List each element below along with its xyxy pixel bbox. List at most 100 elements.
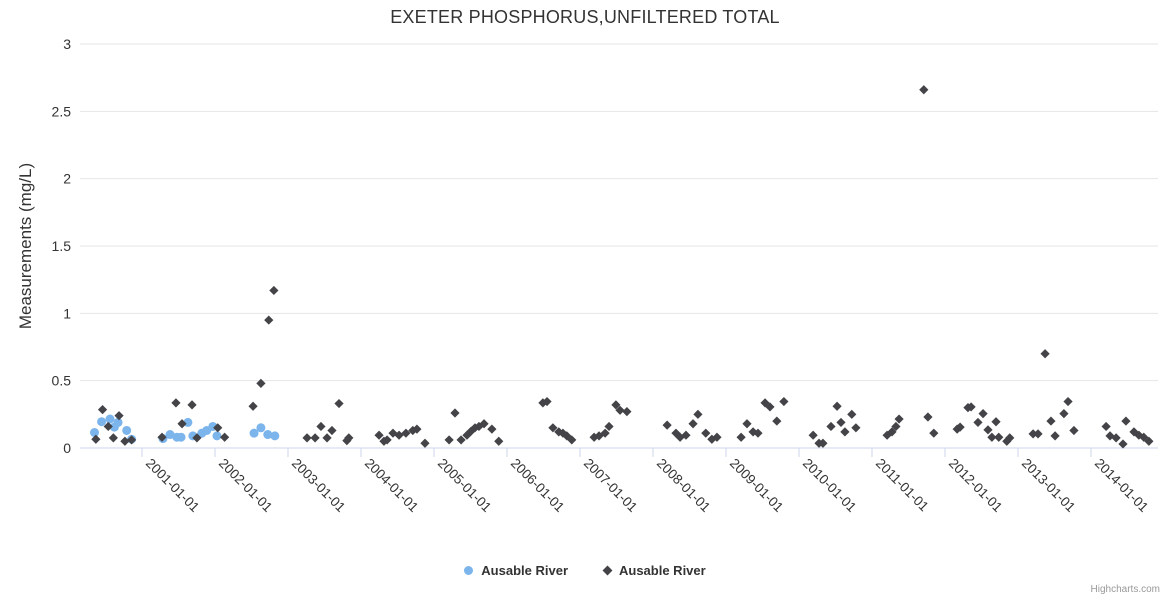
scatter-point-diamond[interactable] — [466, 426, 476, 436]
scatter-point-diamond[interactable] — [1063, 396, 1073, 407]
scatter-point-diamond[interactable] — [611, 400, 621, 410]
legend-item-ausable-river-diamond[interactable]: Ausable River — [602, 563, 706, 578]
scatter-point-diamond[interactable] — [765, 402, 775, 412]
scatter-point-diamond[interactable] — [177, 419, 187, 429]
scatter-point-diamond[interactable] — [187, 400, 197, 410]
scatter-point-circle[interactable] — [105, 414, 115, 424]
scatter-point-diamond[interactable] — [600, 428, 610, 438]
legend-item-ausable-river-circle[interactable]: Ausable River — [464, 563, 568, 578]
scatter-point-diamond[interactable] — [310, 433, 320, 443]
scatter-point-diamond[interactable] — [120, 436, 130, 446]
scatter-point-diamond[interactable] — [622, 407, 632, 417]
scatter-point-diamond[interactable] — [1028, 429, 1038, 439]
scatter-point-diamond[interactable] — [891, 421, 901, 432]
scatter-point-diamond[interactable] — [487, 424, 497, 434]
scatter-point-diamond[interactable] — [157, 432, 167, 442]
scatter-point-diamond[interactable] — [264, 315, 274, 325]
scatter-point-diamond[interactable] — [987, 432, 997, 442]
scatter-point-diamond[interactable] — [456, 435, 466, 445]
scatter-point-diamond[interactable] — [114, 411, 124, 421]
scatter-point-diamond[interactable] — [826, 421, 836, 432]
scatter-point-diamond[interactable] — [772, 416, 782, 426]
scatter-point-diamond[interactable] — [994, 432, 1004, 442]
scatter-point-diamond[interactable] — [707, 434, 717, 444]
scatter-point-diamond[interactable] — [126, 435, 137, 445]
scatter-point-circle[interactable] — [113, 417, 123, 427]
scatter-point-diamond[interactable] — [701, 428, 711, 438]
scatter-point-diamond[interactable] — [269, 285, 279, 296]
scatter-point-circle[interactable] — [122, 425, 132, 435]
scatter-point-circle[interactable] — [249, 428, 259, 438]
scatter-point-diamond[interactable] — [615, 405, 625, 415]
scatter-point-diamond[interactable] — [494, 436, 504, 446]
scatter-point-diamond[interactable] — [1050, 431, 1060, 441]
scatter-point-circle[interactable] — [270, 431, 280, 441]
scatter-point-diamond[interactable] — [1121, 416, 1131, 426]
scatter-point-diamond[interactable] — [712, 432, 722, 442]
scatter-point-diamond[interactable] — [1111, 433, 1121, 443]
scatter-point-diamond[interactable] — [316, 421, 326, 432]
scatter-point-diamond[interactable] — [1033, 429, 1043, 439]
scatter-point-diamond[interactable] — [344, 433, 354, 443]
scatter-point-diamond[interactable] — [1069, 425, 1079, 436]
scatter-point-diamond[interactable] — [334, 398, 344, 409]
scatter-point-diamond[interactable] — [1101, 421, 1111, 432]
scatter-point-diamond[interactable] — [103, 421, 113, 432]
scatter-point-diamond[interactable] — [1040, 349, 1050, 359]
scatter-point-diamond[interactable] — [923, 412, 933, 422]
scatter-point-diamond[interactable] — [840, 427, 850, 437]
scatter-point-diamond[interactable] — [1046, 416, 1056, 426]
scatter-point-diamond[interactable] — [1139, 432, 1149, 442]
scatter-point-diamond[interactable] — [220, 432, 230, 442]
scatter-point-diamond[interactable] — [753, 428, 763, 438]
scatter-point-diamond[interactable] — [818, 438, 828, 448]
scatter-point-diamond[interactable] — [91, 434, 101, 444]
scatter-point-diamond[interactable] — [836, 417, 846, 428]
scatter-point-diamond[interactable] — [748, 427, 758, 437]
scatter-point-diamond[interactable] — [887, 427, 897, 437]
scatter-point-diamond[interactable] — [302, 433, 312, 443]
scatter-point-diamond[interactable] — [693, 409, 703, 419]
scatter-point-diamond[interactable] — [675, 432, 685, 442]
scatter-point-diamond[interactable] — [662, 420, 672, 430]
scatter-point-circle[interactable] — [97, 417, 107, 427]
scatter-point-diamond[interactable] — [847, 409, 857, 419]
scatter-point-diamond[interactable] — [1005, 433, 1015, 443]
highcharts-credit[interactable]: Highcharts.com — [1090, 584, 1160, 595]
scatter-point-diamond[interactable] — [832, 401, 842, 411]
scatter-point-circle[interactable] — [263, 430, 273, 440]
scatter-point-diamond[interactable] — [851, 423, 861, 433]
scatter-point-diamond[interactable] — [973, 417, 983, 428]
scatter-point-diamond[interactable] — [736, 432, 746, 442]
scatter-point-diamond[interactable] — [1105, 431, 1115, 441]
scatter-point-diamond[interactable] — [1144, 436, 1154, 446]
scatter-point-diamond[interactable] — [382, 435, 392, 445]
scatter-point-diamond[interactable] — [444, 435, 454, 445]
scatter-point-diamond[interactable] — [779, 396, 789, 407]
scatter-point-diamond[interactable] — [808, 430, 818, 440]
scatter-point-diamond[interactable] — [742, 419, 752, 429]
scatter-point-diamond[interactable] — [322, 433, 332, 443]
scatter-point-diamond[interactable] — [671, 428, 681, 438]
scatter-point-circle[interactable] — [90, 428, 100, 438]
scatter-point-diamond[interactable] — [554, 427, 564, 437]
scatter-point-diamond[interactable] — [256, 378, 266, 388]
scatter-point-diamond[interactable] — [688, 419, 698, 429]
scatter-point-diamond[interactable] — [978, 409, 988, 419]
scatter-point-diamond[interactable] — [919, 85, 929, 95]
scatter-point-diamond[interactable] — [213, 423, 223, 433]
scatter-point-diamond[interactable] — [1129, 427, 1139, 437]
scatter-point-diamond[interactable] — [567, 435, 577, 445]
scatter-point-diamond[interactable] — [479, 419, 489, 429]
scatter-point-diamond[interactable] — [248, 401, 258, 411]
scatter-point-diamond[interactable] — [108, 433, 118, 443]
scatter-point-diamond[interactable] — [374, 430, 384, 440]
scatter-point-diamond[interactable] — [401, 428, 411, 438]
scatter-point-diamond[interactable] — [192, 433, 202, 443]
scatter-point-diamond[interactable] — [412, 424, 422, 434]
scatter-point-diamond[interactable] — [983, 425, 993, 435]
scatter-point-diamond[interactable] — [97, 405, 108, 415]
scatter-point-diamond[interactable] — [929, 428, 939, 438]
scatter-point-circle[interactable] — [165, 430, 175, 440]
scatter-point-diamond[interactable] — [604, 421, 614, 432]
